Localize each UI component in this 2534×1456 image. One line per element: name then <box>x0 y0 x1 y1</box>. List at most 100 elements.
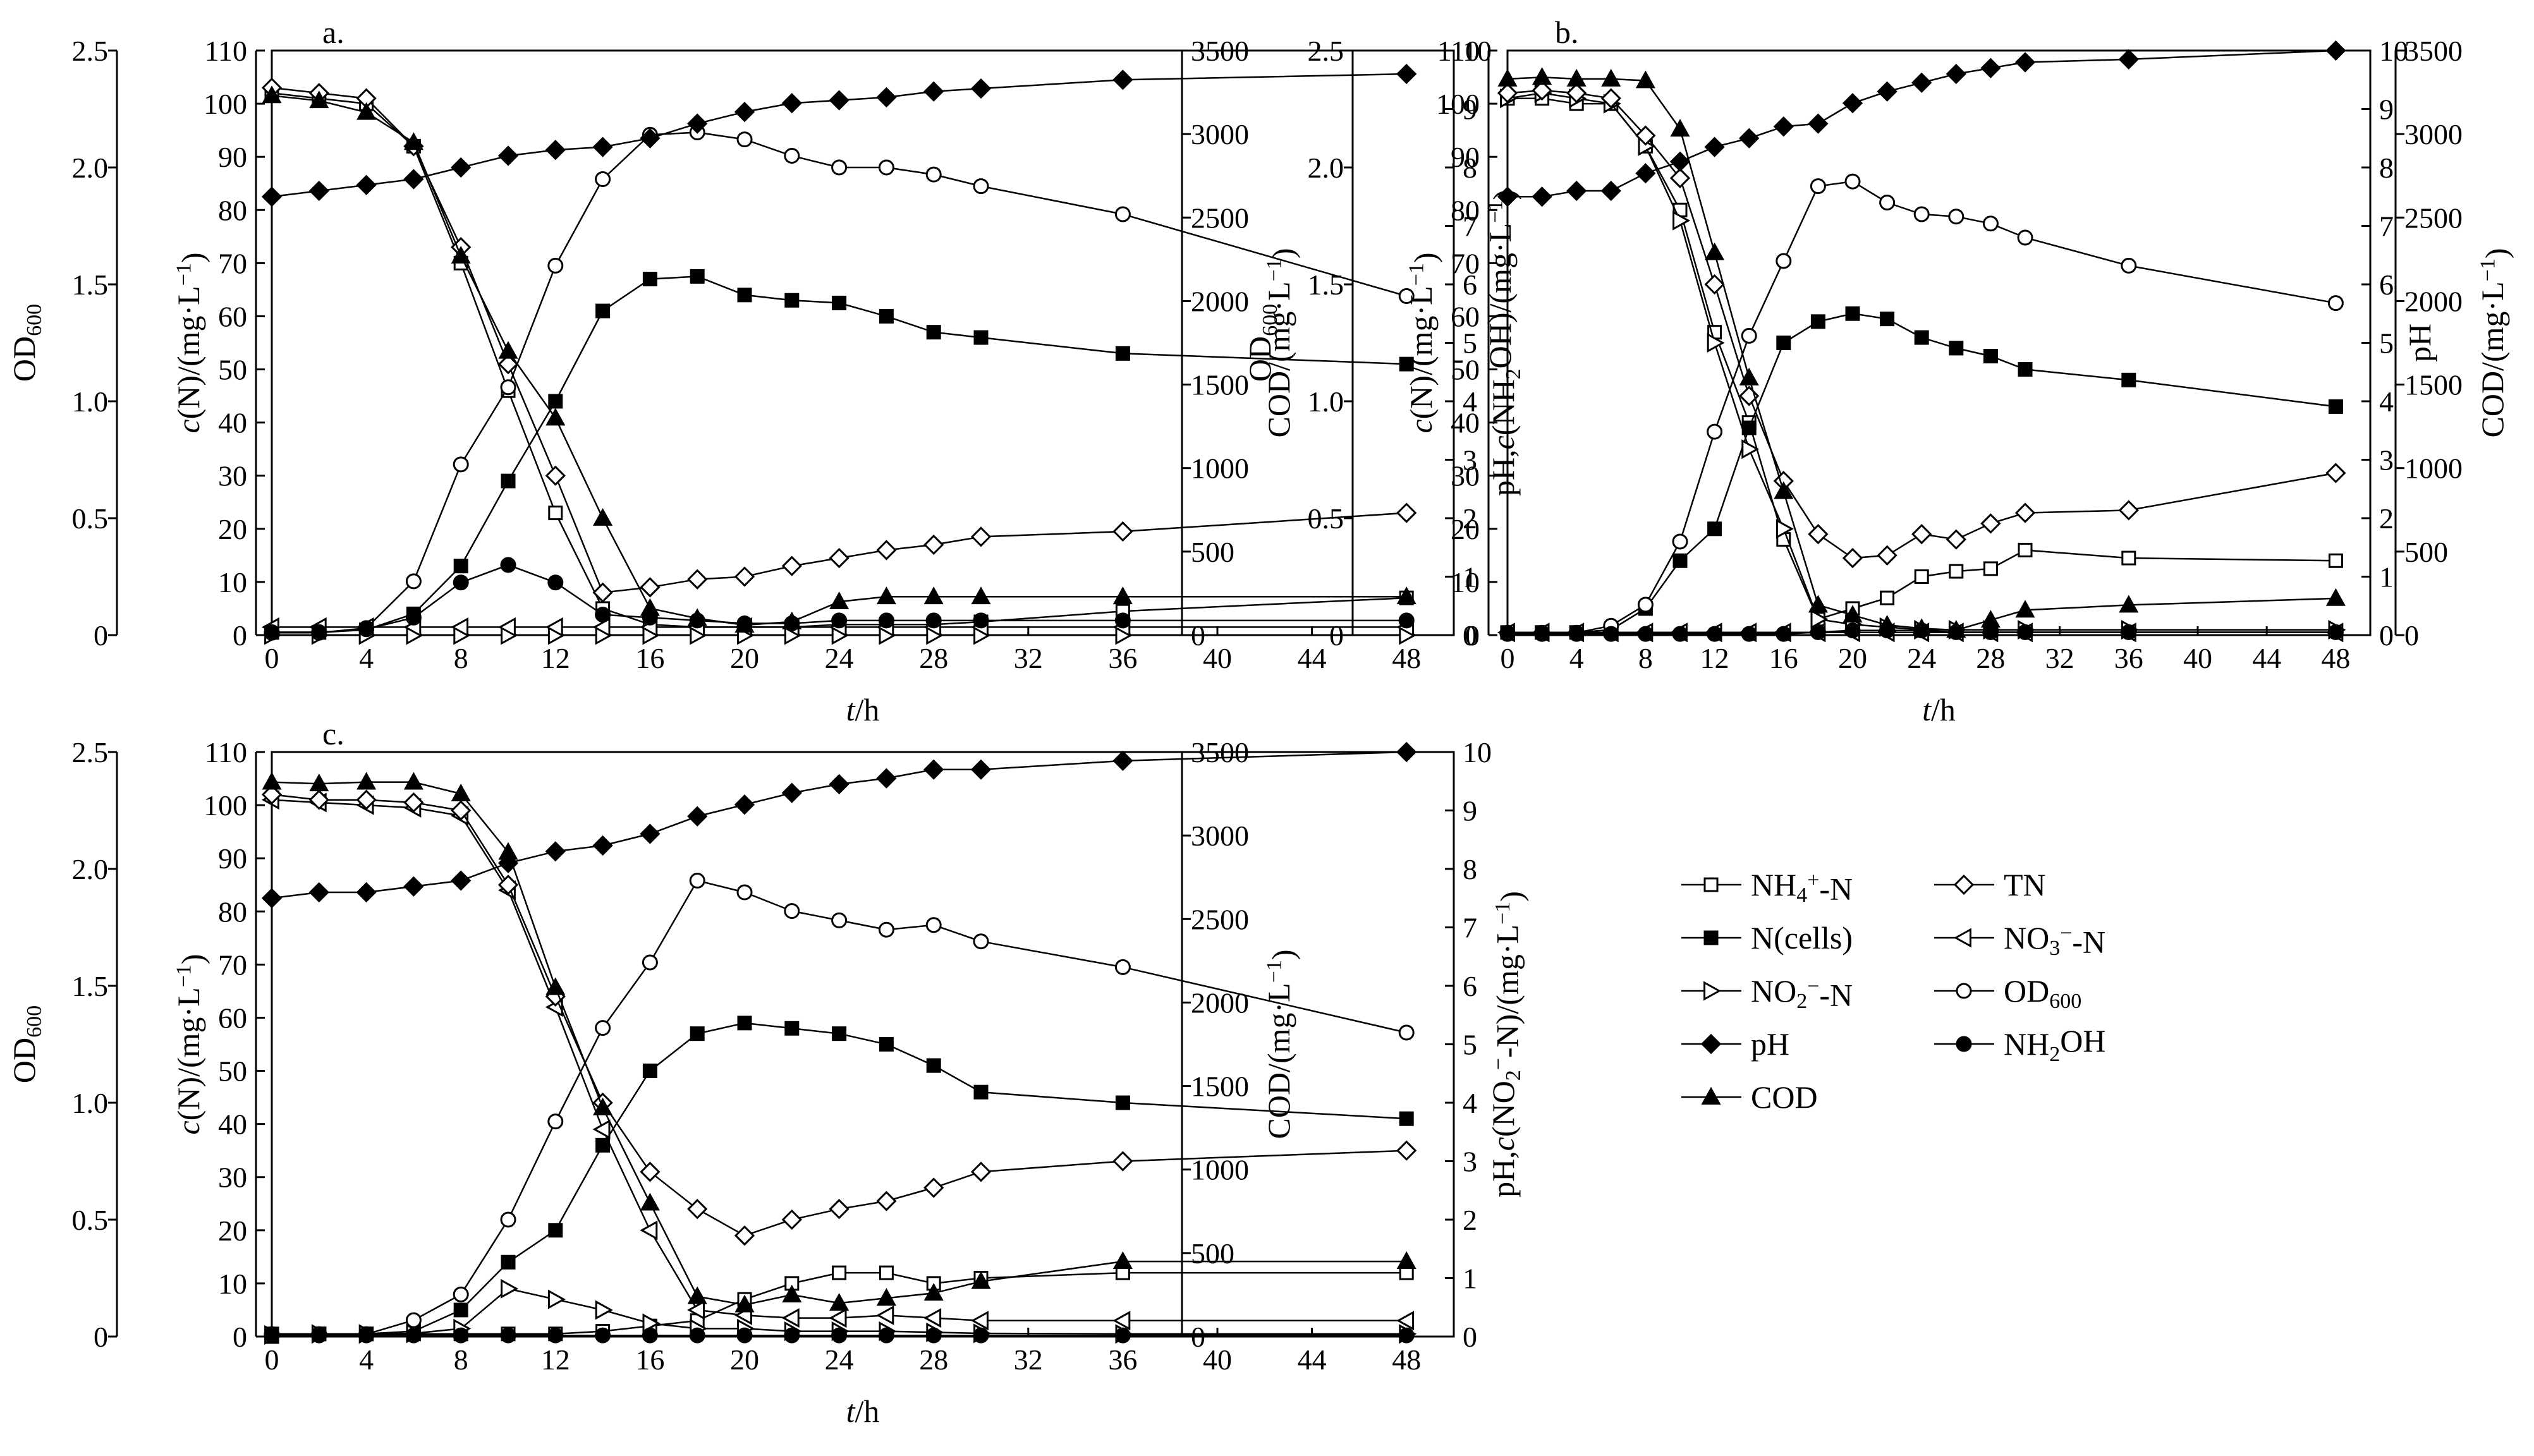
data-point-ph <box>403 876 424 897</box>
data-point-nh2oh <box>925 612 942 629</box>
data-point-nh2oh <box>264 1327 280 1344</box>
series-line-od <box>272 880 1407 1335</box>
data-point-ph <box>1600 180 1621 202</box>
panel-label: c. <box>322 716 344 751</box>
data-point-ph <box>1635 163 1656 184</box>
data-point-ph <box>640 823 661 844</box>
data-point-ncells <box>926 1058 941 1073</box>
x-tick-label: 0 <box>265 642 279 674</box>
data-point-no2 <box>501 1278 519 1299</box>
x-tick-label: 44 <box>2252 642 2281 674</box>
x-tick-label: 16 <box>635 642 664 674</box>
data-point-od <box>453 456 469 473</box>
data-point-nh2oh <box>878 612 894 629</box>
data-point-ph <box>356 882 377 903</box>
data-point-tn <box>592 582 613 603</box>
od-tick-label: 2.0 <box>72 853 109 885</box>
legend-marker <box>1703 981 1722 1001</box>
data-point-ncells <box>737 288 752 303</box>
data-point-ncells <box>690 1026 705 1041</box>
n-tick-label: 40 <box>1451 407 1480 439</box>
series-tn <box>1497 80 2346 569</box>
n-tick-label: 60 <box>218 1002 247 1034</box>
data-point-cod <box>1980 610 2001 628</box>
od-tick-label: 0 <box>94 619 108 652</box>
data-point-nh2oh <box>1637 626 1654 642</box>
data-point-ncells <box>2018 362 2033 377</box>
cod-tick-label: 3500 <box>2404 35 2463 67</box>
data-point-ph <box>1946 63 1966 85</box>
series-line-ncells <box>1508 312 2336 634</box>
legend-label: NO3−-N <box>2004 920 2105 960</box>
data-point-ph <box>829 774 850 794</box>
data-point-nh2oh <box>831 1327 848 1344</box>
data-point-od <box>1776 253 1792 269</box>
data-point-cod <box>1566 68 1587 87</box>
data-point-tn <box>876 1191 897 1211</box>
series-ph <box>261 741 1417 909</box>
od-tick-label: 2.5 <box>1308 35 1344 67</box>
ph-tick-label: 4 <box>2379 385 2394 418</box>
x-tick-label: 48 <box>1392 642 1421 674</box>
data-point-ph <box>1808 113 1829 134</box>
data-point-no3 <box>829 1308 847 1328</box>
data-point-ph <box>1566 180 1587 202</box>
cod-tick-label: 1500 <box>1191 369 1249 401</box>
od-tick-label: 1.5 <box>1308 269 1344 301</box>
data-point-tn <box>734 566 755 587</box>
n-tick-label: 40 <box>218 407 247 439</box>
x-tick-label: 36 <box>1108 1344 1137 1376</box>
data-point-cod <box>2119 595 2139 613</box>
x-axis-label: t/h <box>846 692 880 727</box>
x-tick-label: 24 <box>825 1344 854 1376</box>
n-tick-label: 20 <box>1451 513 1480 545</box>
x-tick-label: 16 <box>1769 642 1798 674</box>
chart-panel-b: 0 4 8 12 16 20 24 28 32 36 40 44 48t/h00.51.01.52.02… <box>1242 15 2514 727</box>
data-point-ph <box>545 841 566 862</box>
data-point-ph <box>356 174 377 195</box>
data-point-no3 <box>592 617 611 637</box>
n-tick-label: 50 <box>218 1055 247 1088</box>
data-point-ph <box>1739 128 1760 149</box>
data-point-tn <box>1112 521 1133 542</box>
data-point-nh4 <box>1983 561 1998 576</box>
data-point-cod <box>640 1192 660 1211</box>
cod-axis-label: COD/(mg·L−1) <box>2475 248 2514 437</box>
series-line-ph <box>1508 49 2336 198</box>
data-point-cod <box>640 598 660 616</box>
x-tick-label: 32 <box>1014 642 1043 674</box>
legend-item-ph: pH <box>1681 1026 1789 1062</box>
data-point-no3 <box>640 1220 658 1241</box>
od-tick-label: 1.5 <box>72 269 109 301</box>
x-tick-label: 8 <box>1638 642 1653 674</box>
ph-tick-label: 5 <box>1463 1029 1477 1061</box>
data-point-cod <box>782 611 802 629</box>
data-point-no2 <box>547 1289 566 1309</box>
data-point-ncells <box>595 303 611 318</box>
data-point-od <box>1741 327 1757 344</box>
data-point-tn <box>640 1162 661 1182</box>
cod-tick-label: 500 <box>1191 1237 1234 1270</box>
data-point-od <box>500 379 516 396</box>
cod-tick-label: 0 <box>1191 1321 1205 1353</box>
ph-tick-label: 4 <box>1463 1087 1477 1119</box>
cod-tick-label: 500 <box>2404 536 2448 568</box>
data-point-nh2oh <box>1844 622 1861 639</box>
n-tick-label: 30 <box>218 460 247 492</box>
data-point-nh2oh <box>2017 624 2033 640</box>
data-point-cod <box>1112 586 1133 605</box>
data-point-od <box>1114 959 1131 975</box>
x-tick-label: 44 <box>1298 642 1327 674</box>
od-tick-label: 1.0 <box>1308 385 1344 418</box>
data-point-cod <box>593 507 613 526</box>
data-point-no3 <box>1396 1311 1415 1331</box>
data-point-ph <box>1980 58 2001 78</box>
data-point-nh2oh <box>405 1327 422 1344</box>
data-point-od <box>1913 206 1930 222</box>
data-point-cod <box>356 102 377 120</box>
data-point-no3 <box>781 1308 800 1328</box>
x-tick-label: 20 <box>1838 642 1867 674</box>
n-tick-label: 0 <box>233 1321 247 1353</box>
cod-tick-label: 2000 <box>2404 285 2463 317</box>
legend-label: COD <box>1751 1079 1818 1115</box>
